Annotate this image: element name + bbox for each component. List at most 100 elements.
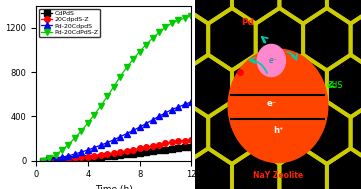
Pd-20CdpdS [40, 160, 45, 162]
Pd-20CdPdS-Z [53, 154, 58, 156]
20CdpdS-Z [53, 159, 58, 161]
Pd-20CdPdS-Z [60, 149, 64, 151]
20CdpdS-Z [66, 157, 71, 160]
Pd-20CdpdS [92, 146, 96, 149]
20CdpdS-Z [131, 148, 135, 151]
CdPdS [79, 157, 83, 160]
20CdpdS-Z [170, 141, 174, 143]
CdPdS [144, 151, 148, 153]
20CdpdS-Z [112, 152, 116, 154]
Pd-20CdPdS-Z [151, 37, 155, 39]
Pd-20CdpdS [176, 106, 180, 108]
Pd-20CdpdS [47, 159, 51, 161]
CdPdS [118, 154, 122, 156]
20CdpdS-Z [86, 155, 90, 158]
20CdpdS-Z [138, 147, 142, 149]
Pd-20CdPdS-Z [183, 17, 187, 19]
Pd-20CdpdS [189, 101, 193, 103]
20CdpdS-Z [40, 160, 45, 162]
CdPdS [183, 146, 187, 149]
Line: Pd-20CdpdS: Pd-20CdpdS [39, 98, 195, 164]
CdPdS [163, 148, 168, 151]
CdPdS [151, 150, 155, 152]
CdPdS [105, 155, 109, 158]
Pd-20CdPdS-Z [79, 130, 83, 132]
Pd-20CdPdS-Z [92, 114, 96, 116]
Pd-20CdpdS [86, 149, 90, 151]
20CdpdS-Z [99, 154, 103, 156]
CdPdS [60, 159, 64, 161]
Pd-20CdPdS-Z [66, 143, 71, 146]
Legend: CdPdS, 20CdpdS-Z, Pd-20CdpdS, Pd-20CdPdS-Z: CdPdS, 20CdpdS-Z, Pd-20CdpdS, Pd-20CdPdS… [39, 9, 100, 37]
Pd-20CdPdS-Z [118, 76, 122, 78]
Text: CdS: CdS [326, 81, 343, 90]
20CdpdS-Z [163, 142, 168, 145]
CdPdS [66, 158, 71, 161]
20CdpdS-Z [60, 158, 64, 160]
Pd-20CdPdS-Z [138, 50, 142, 53]
20CdpdS-Z [157, 143, 161, 146]
Text: Pd: Pd [242, 18, 255, 27]
CdPdS [53, 159, 58, 161]
CdPdS [73, 158, 77, 160]
Pd-20CdpdS [170, 108, 174, 111]
Circle shape [257, 44, 286, 77]
Pd-20CdpdS [79, 151, 83, 153]
Line: CdPdS: CdPdS [40, 144, 194, 163]
Pd-20CdPdS-Z [40, 160, 45, 162]
Pd-20CdpdS [163, 112, 168, 114]
X-axis label: Time (h): Time (h) [95, 185, 132, 189]
20CdpdS-Z [151, 145, 155, 147]
CdPdS [99, 156, 103, 158]
Line: 20CdpdS-Z: 20CdpdS-Z [40, 137, 194, 163]
20CdpdS-Z [176, 140, 180, 143]
Pd-20CdPdS-Z [99, 105, 103, 107]
CdPdS [189, 146, 193, 148]
CdPdS [40, 160, 45, 162]
Pd-20CdpdS [151, 119, 155, 121]
20CdpdS-Z [144, 146, 148, 148]
Text: e⁻: e⁻ [266, 98, 277, 108]
Pd-20CdpdS [157, 115, 161, 117]
Pd-20CdPdS-Z [86, 122, 90, 124]
Pd-20CdpdS [112, 139, 116, 141]
20CdpdS-Z [79, 156, 83, 158]
CdPdS [157, 149, 161, 152]
CdPdS [176, 147, 180, 149]
Text: e⁻: e⁻ [269, 56, 277, 65]
20CdpdS-Z [92, 155, 96, 157]
Text: NaY Zeolite: NaY Zeolite [253, 171, 303, 180]
CdPdS [170, 148, 174, 150]
Pd-20CdPdS-Z [73, 137, 77, 139]
Pd-20CdPdS-Z [112, 86, 116, 88]
Line: Pd-20CdPdS-Z: Pd-20CdPdS-Z [39, 12, 195, 164]
Pd-20CdpdS [125, 132, 129, 135]
Pd-20CdPdS-Z [163, 26, 168, 28]
Pd-20CdPdS-Z [125, 66, 129, 69]
20CdpdS-Z [105, 153, 109, 155]
Circle shape [228, 49, 328, 163]
Pd-20CdpdS [73, 153, 77, 155]
Pd-20CdpdS [53, 157, 58, 160]
20CdpdS-Z [125, 150, 129, 152]
Pd-20CdpdS [144, 122, 148, 125]
Pd-20CdpdS [118, 136, 122, 138]
Pd-20CdpdS [183, 103, 187, 105]
Text: h⁺: h⁺ [273, 126, 283, 135]
Pd-20CdPdS-Z [189, 15, 193, 17]
Pd-20CdpdS [105, 142, 109, 144]
Pd-20CdpdS [66, 155, 71, 157]
Pd-20CdPdS-Z [176, 19, 180, 21]
CdPdS [47, 159, 51, 162]
Pd-20CdpdS [131, 129, 135, 132]
Pd-20CdpdS [60, 156, 64, 158]
20CdpdS-Z [47, 159, 51, 161]
Pd-20CdPdS-Z [105, 95, 109, 98]
CdPdS [131, 153, 135, 155]
Pd-20CdpdS [138, 126, 142, 128]
20CdpdS-Z [189, 139, 193, 141]
Pd-20CdPdS-Z [170, 22, 174, 24]
20CdpdS-Z [118, 151, 122, 153]
CdPdS [125, 153, 129, 156]
Pd-20CdPdS-Z [157, 31, 161, 34]
